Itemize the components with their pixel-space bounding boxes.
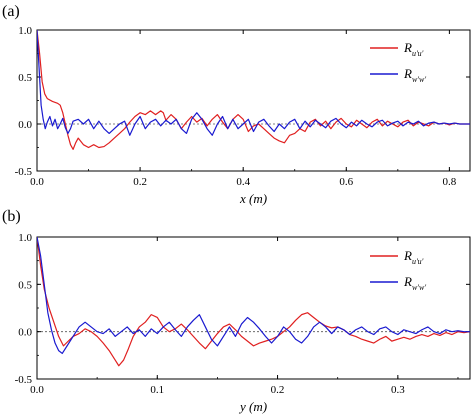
- legend-label-sub: u'u': [412, 49, 424, 58]
- series-line-ruu: [37, 237, 470, 367]
- panel-a: (a)-0.50.00.51.00.0 0.2 0.4 0.6 0.8x (m)Ru'u…: [2, 3, 471, 206]
- y-tick-label: 0.5: [18, 72, 32, 84]
- x-axis-title-var: y: [238, 399, 249, 414]
- x-tick-label: 0.0: [30, 384, 44, 396]
- x-axis-title: x (m): [239, 191, 267, 206]
- x-axis-title-var: x: [239, 191, 249, 206]
- legend-label-sub: w'w': [412, 75, 426, 84]
- x-tick-label: 0.4: [236, 176, 250, 188]
- x-tick-label: 0.3: [391, 384, 405, 396]
- y-tick-label: 1.0: [18, 232, 32, 244]
- legend-label-ruu: Ru'u': [403, 248, 424, 266]
- x-axis-title: y (m): [238, 399, 267, 414]
- legend-label-rww: Rw'w': [403, 66, 426, 84]
- y-tick-label: -0.5: [15, 374, 33, 386]
- y-tick-label: 0.5: [18, 279, 32, 291]
- x-tick-label: 0.8: [443, 176, 457, 188]
- y-tick-label: 0.0: [18, 327, 32, 339]
- y-tick-label: -0.5: [15, 166, 33, 178]
- x-axis-title-unit: (m): [249, 191, 267, 206]
- legend-label-main: R: [403, 248, 412, 263]
- y-tick-label: 1.0: [18, 25, 32, 37]
- series-line-rww: [37, 30, 470, 136]
- x-tick-label: 0.1: [150, 384, 164, 396]
- legend-label-main: R: [403, 40, 412, 55]
- legend-label-ruu: Ru'u': [403, 40, 424, 58]
- series-line-rww: [37, 237, 470, 355]
- legend-label-sub: u'u': [412, 257, 424, 266]
- panel-label: (b): [2, 208, 21, 225]
- legend-label-main: R: [403, 66, 412, 81]
- panel-label: (a): [2, 3, 20, 20]
- panel-b: (b)-0.50.00.51.00.0 0.1 0.2 0.3y (m)Ru'u'Rw…: [2, 208, 471, 414]
- y-tick-label: 0.0: [18, 119, 32, 131]
- x-tick-label: 0.2: [271, 384, 285, 396]
- legend-label-rww: Rw'w': [403, 274, 426, 292]
- x-tick-label: 0.2: [133, 176, 147, 188]
- x-tick-label: 0.0: [30, 176, 44, 188]
- legend-label-main: R: [403, 274, 412, 289]
- x-tick-label: 0.6: [339, 176, 353, 188]
- legend-label-sub: w'w': [412, 283, 426, 292]
- x-axis-title-unit: (m): [249, 399, 267, 414]
